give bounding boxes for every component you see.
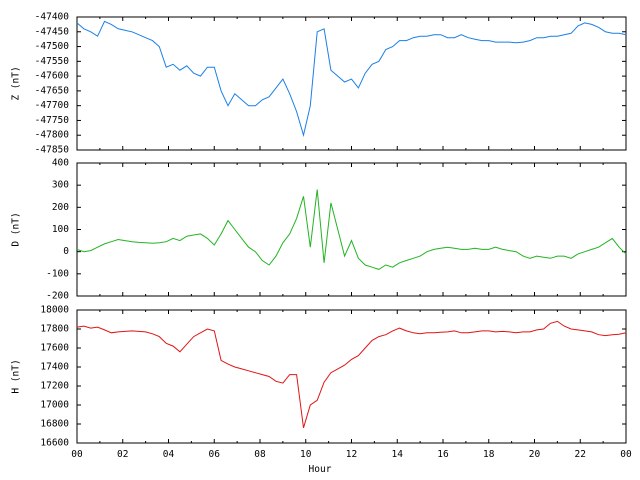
z-y-tick-label: -47600	[35, 71, 70, 82]
x-tick-label: 16	[437, 449, 449, 460]
d-y-tick-label: 200	[52, 202, 69, 213]
x-tick-label: 08	[254, 449, 266, 460]
h-axis-title: H (nT)	[11, 359, 22, 393]
panel-h-frame	[76, 309, 627, 444]
d-y-tick-label: 400	[52, 158, 69, 169]
x-tick-label: 00	[71, 449, 83, 460]
z-y-tick-label: -47500	[35, 41, 70, 52]
z-y-tick-label: -47400	[35, 12, 70, 23]
x-tick-label: 14	[392, 449, 404, 460]
z-series-line	[76, 20, 627, 138]
x-tick-label: 22	[575, 449, 586, 460]
h-y-tick-label: 17600	[40, 343, 69, 354]
d-y-tick-label: -100	[46, 268, 69, 279]
z-y-tick-label: -47550	[35, 56, 70, 67]
h-y-tick-label: 17800	[40, 324, 69, 335]
x-tick-label: 10	[300, 449, 312, 460]
h-y-tick-label: 17200	[40, 381, 69, 392]
x-tick-label: 04	[163, 449, 175, 460]
x-tick-label: 12	[346, 449, 357, 460]
panel-d-frame	[76, 162, 627, 297]
d-y-tick-label: 0	[63, 246, 69, 257]
z-y-ticks: -47400 -47450 -47500 -47550 -47600 -47650 -477…	[35, 12, 626, 156]
d-axis-title: D (nT)	[11, 212, 22, 246]
z-y-tick-label: -47850	[35, 145, 70, 156]
x-axis-title: Hour	[309, 464, 332, 475]
d-series-line	[76, 189, 627, 270]
d-y-tick-label: 300	[52, 180, 69, 191]
z-axis-title: Z (nT)	[11, 66, 22, 100]
panel-z: Z (nT) -47400-47450-47500-47550-47600-47…	[11, 12, 627, 156]
h-y-tick-label: 16600	[40, 438, 69, 449]
z-y-tick-label: -47700	[35, 100, 70, 111]
h-y-tick-label: 16800	[40, 419, 69, 430]
d-x-ticks	[76, 163, 627, 296]
h-y-tick-label: 17400	[40, 362, 69, 373]
z-y-tick-label: -47650	[35, 85, 70, 96]
d-y-tick-label: -200	[46, 291, 69, 302]
h-y-ticks: 18000 17800 17600 17400 17200 17000 16800 16600	[40, 305, 626, 449]
x-tick-label: 06	[209, 449, 221, 460]
h-x-ticks	[76, 310, 627, 443]
panel-h: H (nT) 18000 17800 17600 17400 17200 17000 168…	[11, 305, 627, 449]
h-y-tick-label: 18000	[40, 305, 69, 316]
x-tick-label: 00	[620, 449, 632, 460]
z-y-tick-label: -47450	[35, 26, 70, 37]
d-y-tick-label: 100	[52, 224, 69, 235]
panel-z-frame	[76, 16, 627, 151]
z-x-ticks	[76, 17, 627, 150]
d-y-ticks: 400 300 200 100 0 -100 -200	[46, 158, 626, 302]
x-tick-labels: 00 02 04 06 08 10 12 14 16 18 20 22 00	[71, 449, 632, 460]
z-y-tick-label: -47750	[35, 115, 70, 126]
x-tick-label: 02	[117, 449, 128, 460]
z-y-tick-label: -47800	[35, 130, 70, 141]
x-tick-label: 18	[483, 449, 495, 460]
h-series-line	[76, 320, 627, 428]
h-y-tick-label: 17000	[40, 400, 69, 411]
x-tick-label: 20	[529, 449, 541, 460]
panel-d: D (nT) 400 300 200 100 0 -100 -200	[11, 158, 627, 302]
